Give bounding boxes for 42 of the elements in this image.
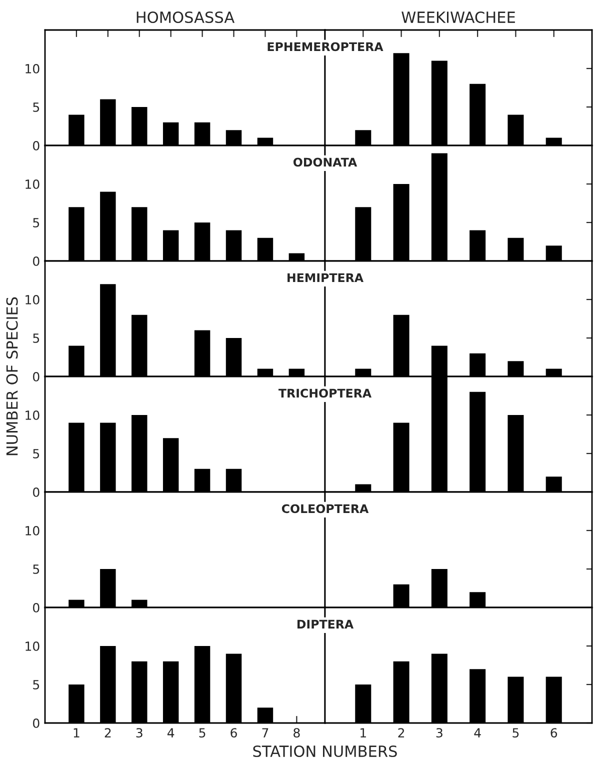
y-tick-label: 0 — [33, 602, 40, 612]
x-tick-label: 2 — [398, 728, 404, 738]
x-tick-label: 5 — [512, 728, 519, 738]
y-tick-label: 5 — [33, 102, 40, 112]
x-tick-label: 8 — [294, 728, 300, 738]
chart-subtitle: HOMOSASSA — [136, 11, 235, 24]
x-tick-label: 6 — [550, 728, 558, 738]
x-tick-label: 3 — [136, 728, 142, 738]
x-tick-label: 7 — [262, 728, 268, 738]
y-tick-label: 10 — [26, 526, 40, 536]
y-tick-label: 10 — [26, 294, 40, 304]
x-tick-label: 2 — [104, 728, 111, 738]
y-tick-label: 5 — [33, 564, 40, 574]
x-axis-title: STATION NUMBERS — [253, 745, 397, 758]
y-tick-label: 10 — [26, 410, 40, 420]
y-tick-label: 10 — [26, 179, 40, 189]
x-tick-label: 3 — [436, 728, 442, 738]
text: TRICHOPTERA — [278, 388, 372, 398]
x-tick-label: 4 — [474, 728, 481, 738]
text: COLEOPTERA — [282, 504, 369, 514]
x-tick-label: 1 — [74, 728, 80, 738]
y-tick-label: 5 — [33, 680, 40, 690]
text: ODONATA — [293, 158, 358, 167]
x-tick-label: 1 — [360, 728, 366, 738]
y-tick-label: 0 — [33, 718, 40, 728]
y-tick-label: 0 — [33, 256, 40, 266]
y-tick-label: 0 — [33, 372, 40, 382]
y-axis-title: NUMBER OF SPECIES — [6, 297, 18, 456]
x-tick-label: 4 — [167, 728, 174, 738]
text: HEMIPTERA — [288, 273, 364, 282]
y-tick-label: 5 — [33, 218, 40, 228]
text: DIPTERA — [297, 620, 354, 628]
x-tick-label: 5 — [199, 728, 206, 738]
text: EPHEMEROPTERA — [268, 42, 384, 52]
y-tick-label: 10 — [26, 641, 40, 651]
y-tick-label: 0 — [33, 140, 40, 150]
x-tick-label: 6 — [230, 728, 237, 738]
chart-subtitle: WEEKIWACHEE — [402, 11, 515, 24]
y-tick-label: 0 — [33, 487, 40, 497]
y-tick-label: 5 — [33, 334, 40, 343]
y-tick-label: 10 — [26, 64, 40, 74]
y-tick-label: 5 — [33, 449, 40, 458]
